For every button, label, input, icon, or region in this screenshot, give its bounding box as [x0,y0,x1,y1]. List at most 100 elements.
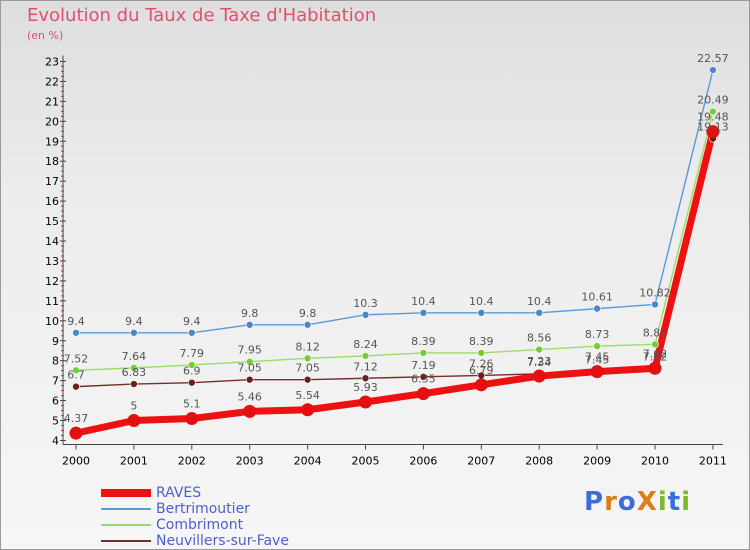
y-tick-label: 15 [45,215,59,228]
data-label: 7.19 [411,359,436,372]
data-point-neuvillers-sur-fave [303,375,312,384]
y-tick-label: 19 [45,135,59,148]
logo-letter: t [667,487,682,517]
data-point-bertrimoutier [709,66,717,74]
data-label: 10.4 [411,295,436,308]
y-tick-label: 13 [45,255,59,268]
data-point-neuvillers-sur-fave [419,373,428,381]
data-point-combrimont [130,364,138,372]
data-label: 9.8 [241,307,259,320]
data-point-raves [648,361,662,375]
data-point-bertrimoutier [535,309,544,317]
data-label: 5 [130,400,137,413]
y-tick-label: 10 [45,315,59,328]
data-label: 8.12 [295,340,320,353]
data-label: 8.56 [527,332,552,345]
data-point-combrimont [419,349,428,357]
data-label: 5.1 [183,398,201,411]
logo-letter: P [584,487,605,517]
chart-title: Evolution du Taux de Taxe d'Habitation [27,5,377,26]
data-point-raves [706,125,720,139]
data-label: 8.82 [643,326,668,339]
data-label: 4.37 [64,412,89,425]
data-point-raves [185,412,199,426]
data-label: 9.4 [183,315,201,328]
data-label: 10.61 [581,291,613,304]
y-tick-label: 6 [52,395,59,408]
y-tick-label: 14 [45,235,59,248]
x-tick-label: 2007 [467,455,495,468]
logo-letter: i [657,487,668,517]
x-tick-label: 2011 [699,455,727,468]
data-label: 8.39 [469,335,494,348]
x-tick-label: 2008 [525,455,553,468]
data-label: 5.93 [353,381,378,394]
y-tick-label: 21 [45,95,59,108]
data-point-neuvillers-sur-fave [130,380,138,388]
data-point-raves [127,414,141,428]
data-point-neuvillers-sur-fave [361,374,370,383]
series-line-bertrimoutier [75,69,714,334]
data-label: 7.34 [527,356,552,369]
data-label: 6.9 [183,365,201,378]
y-tick-label: 12 [45,275,59,288]
data-label: 6.7 [67,369,85,382]
y-tick-label: 20 [45,115,59,128]
data-point-raves [590,365,604,379]
data-label: 7.05 [295,362,320,375]
data-label: 7.05 [237,362,262,375]
data-point-combrimont [361,352,370,360]
data-point-raves [301,403,315,417]
legend-label-bertrimoutier: Bertrimoutier [156,501,250,517]
data-label: 10.4 [469,295,494,308]
x-tick-label: 2004 [294,455,322,468]
data-point-raves [359,395,372,409]
y-tick-label: 11 [45,295,59,308]
data-label: 7.52 [64,352,89,365]
data-point-bertrimoutier [361,311,370,319]
data-label: 8.73 [585,328,610,341]
data-point-bertrimoutier [477,309,486,317]
data-point-combrimont [593,342,601,350]
data-point-bertrimoutier [651,300,659,309]
x-tick-label: 2010 [641,455,669,468]
legend-swatch-neuvillers [101,540,151,542]
data-label: 7.26 [469,357,494,370]
data-label: 19.13 [697,121,729,134]
series-line-combrimont [75,110,714,371]
data-label: 8.39 [411,335,436,348]
legend-swatch-bertrimoutier [101,508,151,510]
data-label: 20.49 [697,94,729,107]
logo-letter: X [636,487,658,517]
x-tick-label: 2003 [236,455,264,468]
data-point-bertrimoutier [593,304,601,313]
y-tick-label: 17 [45,175,59,188]
data-label: 7.45 [585,351,610,364]
logo-letter: r [604,487,618,517]
data-label: 9.8 [299,307,317,320]
y-tick-label: 5 [52,415,59,428]
data-point-bertrimoutier [188,328,196,337]
data-label: 7.79 [180,347,205,360]
legend-swatch-raves [101,489,151,497]
legend-label-neuvillers: Neuvillers-sur-Fave [156,533,289,549]
data-label: 8.24 [353,338,378,351]
y-tick-label: 18 [45,155,59,168]
data-point-neuvillers-sur-fave [245,375,254,384]
series-line-neuvillers-sur-fave [75,137,714,388]
data-point-combrimont [188,361,196,369]
legend-label-raves: RAVES [156,485,202,501]
data-label: 10.4 [527,295,552,308]
proxiti-logo: ProXiti [584,487,691,517]
data-point-combrimont [651,340,659,349]
x-tick-label: 2002 [178,455,206,468]
x-tick-label: 2005 [352,455,380,468]
y-tick-label: 16 [45,195,59,208]
y-tick-label: 4 [52,435,59,448]
y-tick-label: 8 [52,355,59,368]
y-tick-label: 9 [52,335,59,348]
legend-swatch-combrimont [101,524,151,526]
data-label: 5.54 [295,389,320,402]
data-label: 7.64 [122,350,147,363]
